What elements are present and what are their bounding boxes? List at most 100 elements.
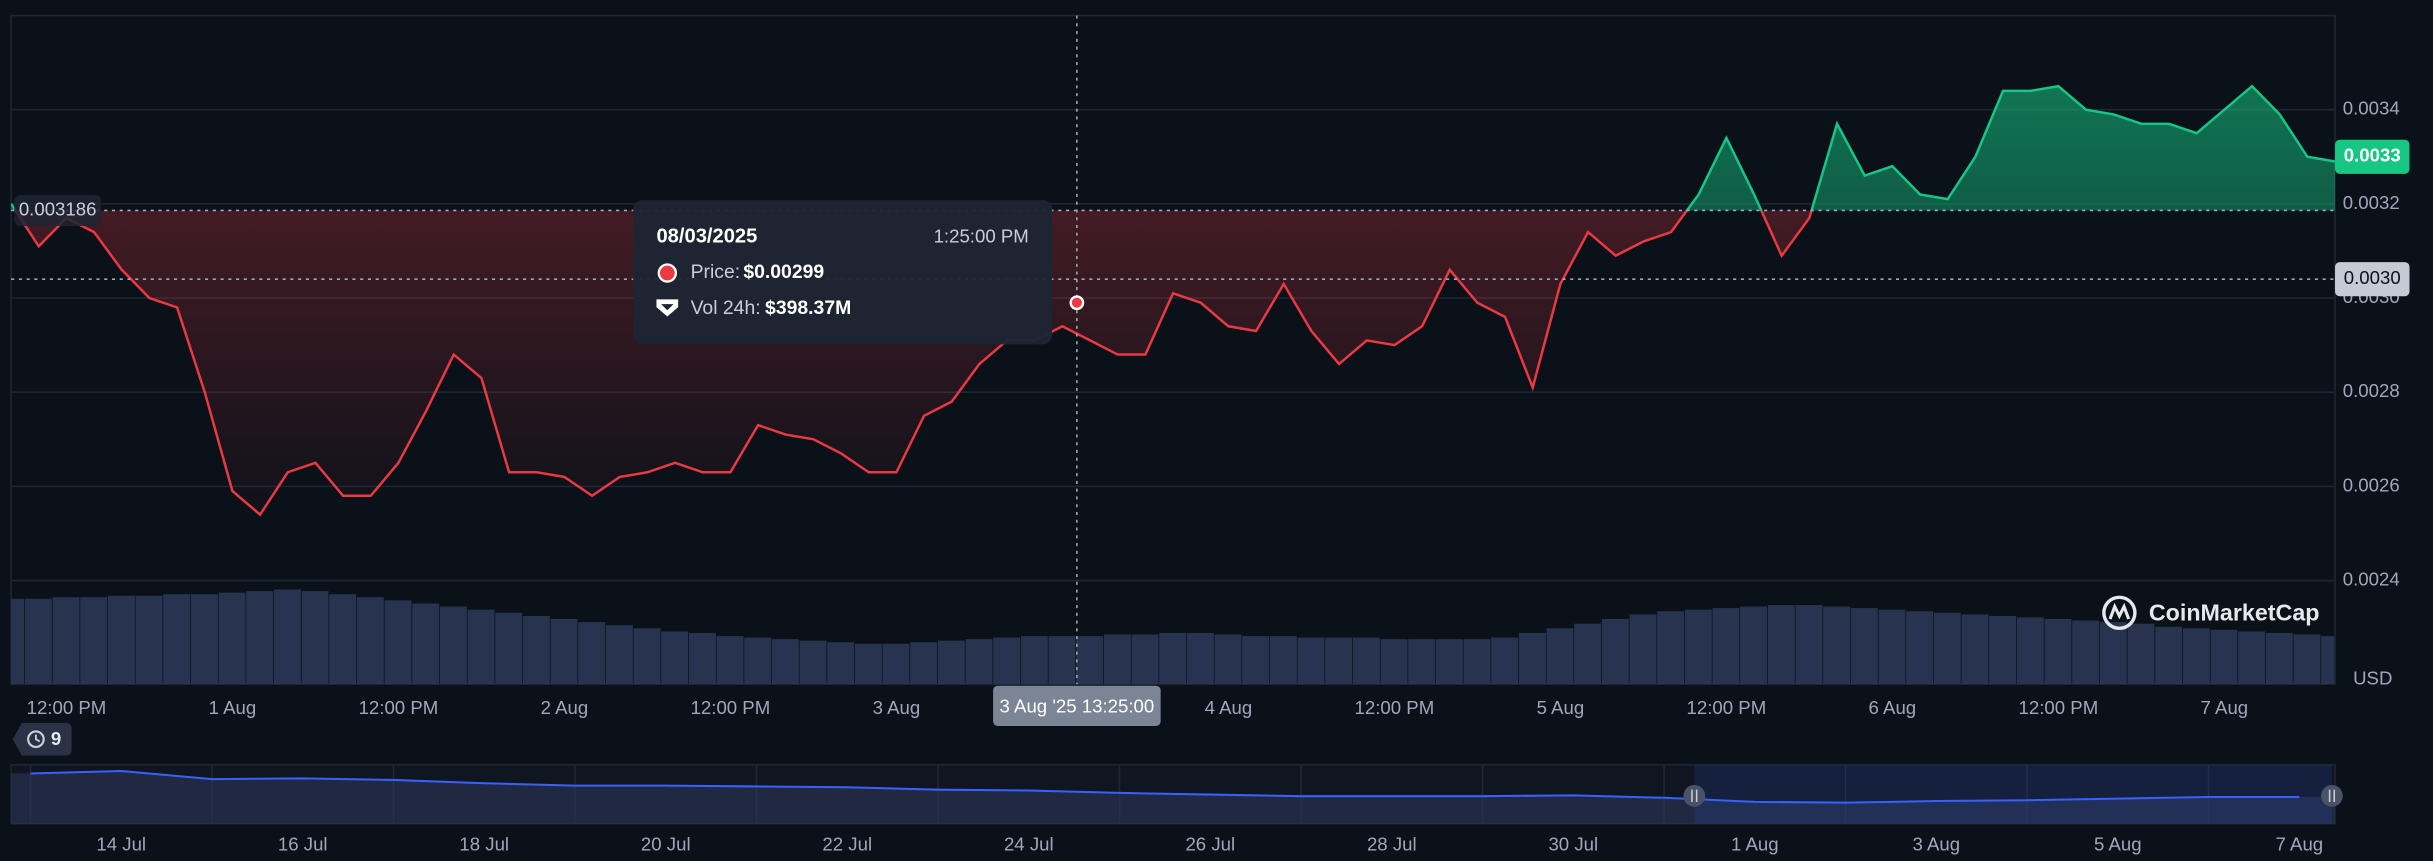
- volume-bar: [2127, 623, 2155, 685]
- x-tick-label: 1 Aug: [209, 697, 257, 718]
- y-tick-label: 0.0034: [2343, 98, 2400, 119]
- volume-bar: [329, 594, 357, 685]
- x-tick-label: 3 Aug: [873, 697, 921, 718]
- navigator-x-label: 14 Jul: [96, 833, 146, 854]
- volume-bar: [273, 589, 301, 685]
- volume-bar: [1989, 615, 2017, 685]
- volume-bar: [384, 600, 412, 685]
- volume-bar: [688, 632, 716, 685]
- volume-bar: [1657, 611, 1685, 685]
- volume-bar: [1408, 639, 1436, 685]
- currency: USD: [2353, 667, 2392, 688]
- volume-bar: [2155, 626, 2183, 685]
- navigator-selection: [1694, 764, 2332, 824]
- volume-bar: [550, 618, 578, 685]
- tooltip-volume-label: Vol 24h:: [691, 297, 761, 319]
- volume-bar: [1297, 637, 1325, 685]
- volume-bar: [163, 594, 191, 685]
- volume-bar: [993, 637, 1021, 685]
- x-tick-label: 12:00 PM: [27, 697, 107, 718]
- volume-bar: [1740, 606, 1768, 685]
- volume-bar: [827, 642, 855, 685]
- x-tick-label: 6 Aug: [1869, 697, 1917, 718]
- volume-bar: [605, 625, 633, 685]
- volume-bar: [1463, 639, 1491, 685]
- volume-bar: [1601, 618, 1629, 685]
- volume-bar: [2072, 620, 2100, 685]
- volume-bar: [882, 643, 910, 685]
- volume-bar: [522, 615, 550, 685]
- y-tick-label: 0.0026: [2343, 474, 2400, 495]
- volume-bar: [2182, 628, 2210, 685]
- navigator-x-label: 26 Jul: [1185, 833, 1235, 854]
- navigator-x-label: 1 Aug: [1731, 833, 1779, 854]
- navigator-x-label: 7 Aug: [2276, 833, 2324, 854]
- volume-bar: [1823, 606, 1851, 685]
- navigator-x-label: 16 Jul: [278, 833, 328, 854]
- volume-bar: [107, 595, 135, 685]
- volume-bar: [1435, 639, 1463, 685]
- tooltip-bg: [633, 200, 1053, 345]
- tooltip-date: 08/03/2025: [656, 226, 757, 248]
- volume-bar: [744, 637, 772, 685]
- volume-bar: [2016, 617, 2044, 685]
- volume-bar: [1518, 632, 1546, 685]
- x-tick-label: 12:00 PM: [1687, 697, 1767, 718]
- volume-bar: [1878, 609, 1906, 685]
- volume-bar: [2265, 632, 2293, 685]
- navigator-area: [11, 771, 2336, 824]
- volume-bar: [1491, 637, 1519, 685]
- baseline-label-bg: [14, 194, 102, 226]
- tooltip-price: $0.00299: [743, 261, 824, 283]
- volume-bar: [2293, 634, 2321, 685]
- volume-bar: [495, 612, 523, 685]
- x-tick-label: 12:00 PM: [1355, 697, 1435, 718]
- x-tick-label: 12:00 PM: [691, 697, 771, 718]
- x-tick-label: 4 Aug: [1205, 697, 1253, 718]
- volume-bar: [965, 639, 993, 685]
- hover-x-label-bg: [993, 685, 1161, 727]
- price-line-up: [11, 84, 2336, 211]
- volume-bar: [301, 591, 329, 685]
- volume-bar: [661, 631, 689, 685]
- navigator-x-label: 20 Jul: [641, 833, 691, 854]
- price-area-up: [11, 86, 2336, 211]
- volume-bar: [1712, 608, 1740, 685]
- navigator-x-label: 22 Jul: [822, 833, 872, 854]
- volume-bar: [771, 639, 799, 685]
- brand: CoinMarketCap: [2149, 599, 2320, 625]
- tooltip-time: 1:25:00 PM: [934, 225, 1029, 246]
- volume-bar: [467, 609, 495, 685]
- x-tick-label: 2 Aug: [541, 697, 589, 718]
- navigator-x-label: 30 Jul: [1548, 833, 1598, 854]
- x-tick-label: 5 Aug: [1537, 697, 1585, 718]
- volume-bar: [1325, 637, 1353, 685]
- tooltip-volume-icon-inner: [661, 304, 674, 311]
- volume-bar: [135, 595, 163, 685]
- volume-bar: [246, 591, 274, 685]
- volume-bar: [1214, 634, 1242, 685]
- navigator-handle-grip: [2328, 789, 2336, 803]
- navigator-handle[interactable]: [2321, 784, 2343, 807]
- volume-bar: [910, 642, 938, 685]
- volume-bar: [1076, 636, 1104, 685]
- volume-bar: [439, 606, 467, 685]
- navigator-handle-grip: [1691, 789, 1698, 803]
- volume-bar: [190, 594, 218, 685]
- volume-bar: [412, 603, 440, 685]
- volume-bar: [1352, 637, 1380, 685]
- x-tick-label: 12:00 PM: [2019, 697, 2099, 718]
- volume-bar: [1795, 605, 1823, 685]
- volume-bar: [1906, 611, 1934, 685]
- hover-y-tag-bg: [2335, 262, 2410, 297]
- baseline-label: 0.003186: [19, 198, 97, 219]
- tooltip-price-dot: [657, 263, 678, 283]
- navigator-handle[interactable]: [1683, 784, 1706, 807]
- volume-bar: [1131, 634, 1159, 685]
- price-line-down: [13, 210, 1813, 517]
- tooltip-volume: $398.37M: [765, 297, 851, 319]
- volume-bar: [1103, 634, 1131, 685]
- badge-icon: [27, 730, 45, 749]
- last-price-tag: 0.0033: [2344, 145, 2401, 166]
